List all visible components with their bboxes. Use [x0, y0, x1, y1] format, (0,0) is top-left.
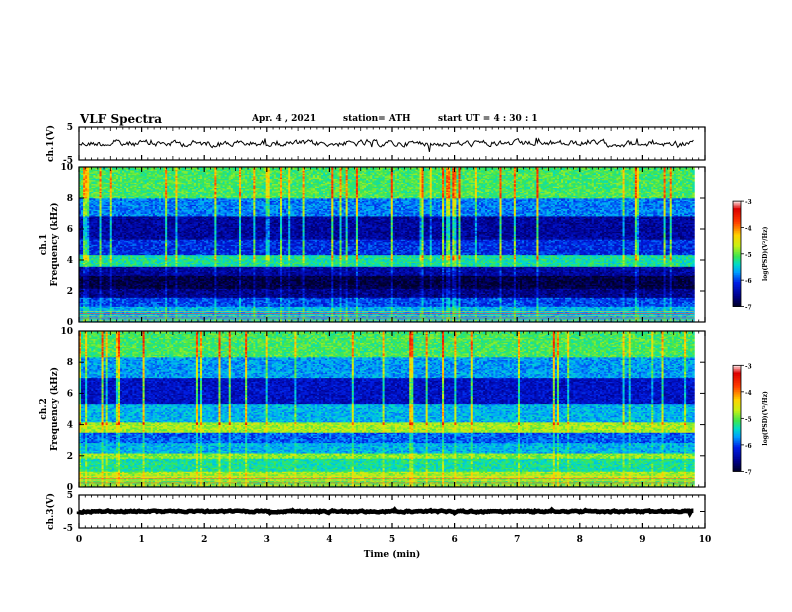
colorbar-tick-label: -4 [745, 225, 752, 232]
ch1-spectrogram [79, 167, 695, 322]
colorbar-tick-label: -4 [745, 390, 752, 397]
colorbar-tick-label: -7 [745, 305, 752, 312]
x-axis-label: Time (min) [364, 549, 421, 560]
colorbar-tick-label: -3 [745, 199, 752, 206]
y-tick-label: 6 [67, 389, 73, 399]
ch1-waveform-ylabel: ch.1(V) [45, 125, 56, 162]
y-tick-label: 4 [67, 421, 73, 431]
y-tick-label: 10 [60, 163, 73, 173]
x-tick-label: 5 [389, 535, 395, 545]
x-tick-label: 8 [577, 535, 583, 545]
y-tick-label: 6 [67, 225, 73, 235]
x-tick-label: 4 [326, 535, 332, 545]
y-tick-label: 5 [67, 491, 73, 501]
x-tick-label: 3 [264, 535, 270, 545]
y-tick-label: 2 [67, 287, 73, 297]
y-tick-label: 2 [67, 452, 73, 462]
y-tick-label: 5 [67, 123, 73, 133]
ch1-colorbar [733, 201, 741, 307]
ch3-waveform-line [79, 510, 693, 514]
ch2-spectrogram-ylabel: ch.2Frequency (kHz) [39, 367, 60, 451]
ch2-spectrogram [79, 331, 695, 487]
y-tick-label: 0 [67, 508, 73, 518]
x-tick-label: 0 [76, 535, 82, 545]
colorbar-label: log(PSD)(V²/Hz) [762, 391, 769, 446]
x-tick-label: 10 [699, 535, 712, 545]
y-tick-label: 8 [67, 194, 73, 204]
colorbar-label: log(PSD)(V²/Hz) [762, 226, 769, 281]
y-tick-label: 8 [67, 358, 73, 368]
ch1-waveform-line [79, 138, 693, 152]
x-tick-label: 6 [451, 535, 457, 545]
ch2-colorbar [733, 365, 741, 471]
x-tick-label: 9 [639, 535, 645, 545]
y-tick-label: -5 [63, 524, 73, 534]
ch3-waveform-ylabel: ch.3(V) [45, 493, 56, 530]
colorbar-tick-label: -3 [745, 363, 752, 370]
ch1-spectrogram-ylabel: ch.1Frequency (kHz) [39, 202, 60, 286]
y-tick-label: 4 [67, 256, 73, 266]
y-tick-label: 10 [60, 327, 73, 337]
x-tick-label: 7 [514, 535, 520, 545]
colorbar-tick-label: -5 [745, 416, 752, 423]
colorbar-tick-label: -6 [745, 443, 752, 450]
colorbar-tick-label: -7 [745, 469, 752, 476]
x-tick-label: 2 [201, 535, 207, 545]
x-tick-label: 1 [138, 535, 144, 545]
colorbar-tick-label: -5 [745, 252, 752, 259]
colorbar-tick-label: -6 [745, 278, 752, 285]
